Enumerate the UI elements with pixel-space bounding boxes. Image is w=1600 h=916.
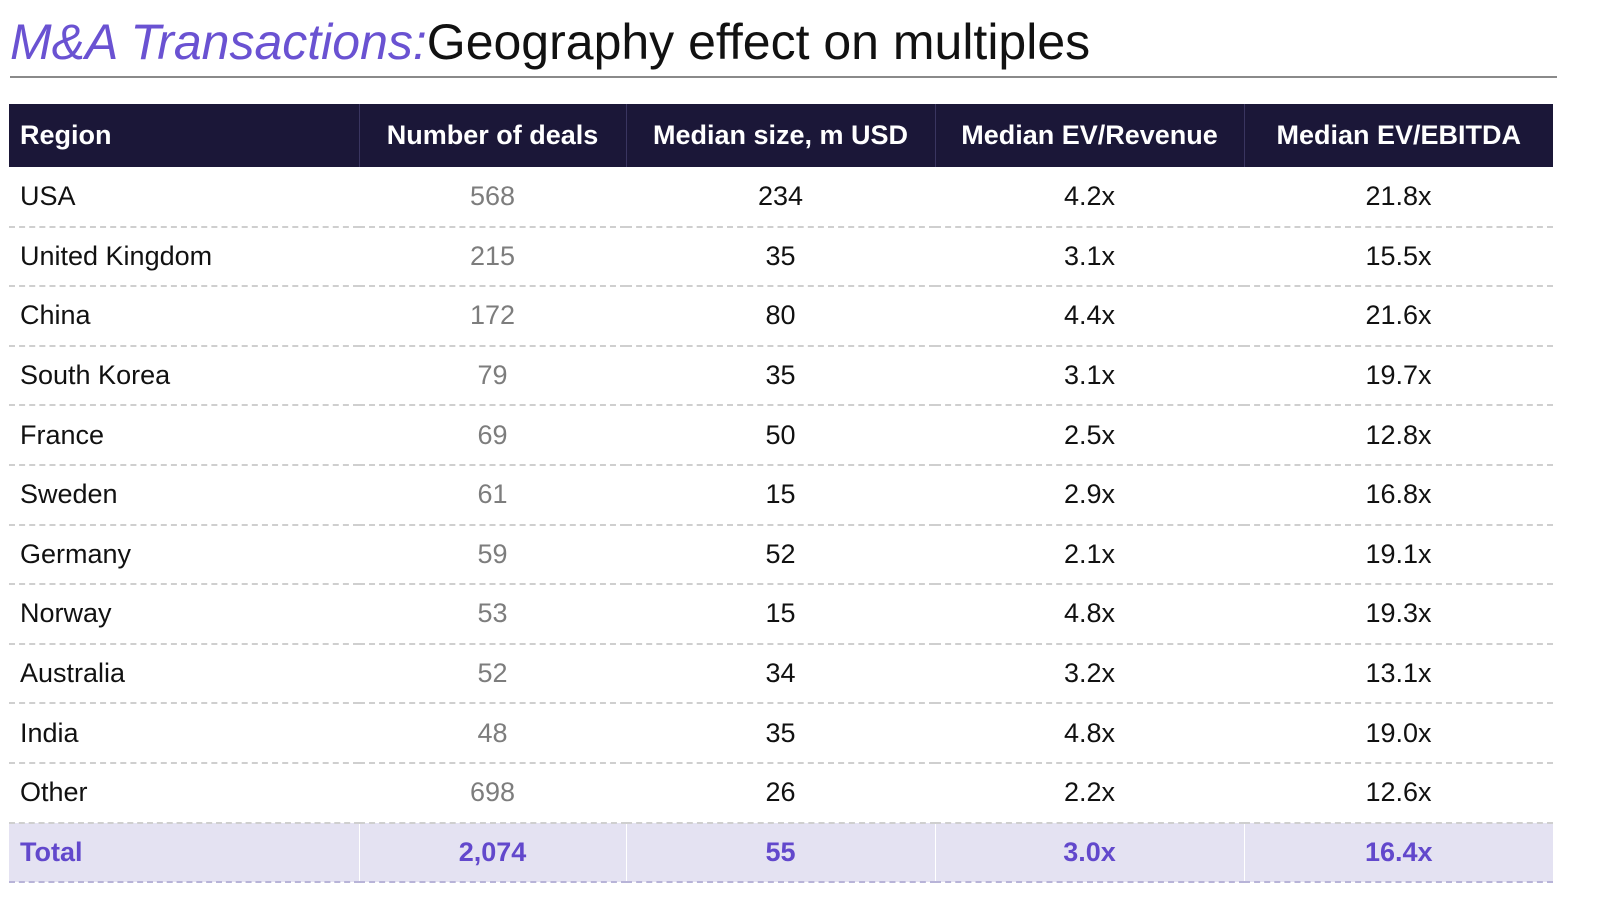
region-cell: Sweden [20, 479, 118, 510]
ev-revenue-cell: 3.1x [1063, 360, 1116, 391]
region-cell: Australia [20, 658, 126, 689]
total-median-size: 55 [625, 822, 935, 882]
median-size-cell: 35 [765, 240, 796, 271]
deals-cell: 215 [469, 240, 516, 271]
deals-cell: 61 [477, 479, 508, 510]
ev-revenue-cell: 2.9x [1063, 479, 1116, 510]
table-header-row: Region Number of deals Median size, m US… [9, 104, 1553, 167]
median-size-cell: 52 [765, 538, 796, 569]
median-size-cell: 34 [765, 658, 796, 689]
page-title: M&A Transactions:Geography effect on mul… [10, 12, 1090, 72]
deals-cell: 52 [477, 658, 508, 689]
ev-revenue-cell: 4.4x [1063, 300, 1116, 331]
deals-cell: 53 [477, 598, 508, 629]
ev-ebitda-cell: 13.1x [1365, 658, 1432, 689]
region-cell: United Kingdom [20, 240, 213, 271]
region-cell: Germany [20, 538, 132, 569]
region-cell: China [20, 300, 91, 331]
table-row: Sweden 61 15 2.9x 16.8x [9, 465, 1553, 525]
table-row: India 48 35 4.8x 19.0x [9, 703, 1553, 763]
region-cell: Norway [20, 598, 112, 629]
total-ev-ebitda: 16.4x [1243, 822, 1553, 882]
table-row: France 69 50 2.5x 12.8x [9, 405, 1553, 465]
ev-ebitda-cell: 19.3x [1365, 598, 1432, 629]
total-deals: 2,074 [358, 822, 626, 882]
transactions-table: Region Number of deals Median size, m US… [9, 104, 1553, 883]
table-row: USA 568 234 4.2x 21.8x [9, 167, 1553, 227]
column-header-median-ev-ebitda: Median EV/EBITDA [1243, 104, 1553, 167]
ev-revenue-cell: 4.8x [1063, 717, 1116, 748]
ev-ebitda-cell: 12.8x [1365, 419, 1432, 450]
region-cell: South Korea [20, 360, 171, 391]
table-row: Other 698 26 2.2x 12.6x [9, 763, 1553, 823]
ev-revenue-cell: 4.8x [1063, 598, 1116, 629]
region-cell: France [20, 419, 105, 450]
deals-cell: 59 [477, 538, 508, 569]
median-size-cell: 26 [765, 777, 796, 808]
median-size-cell: 15 [765, 479, 796, 510]
ev-ebitda-cell: 19.7x [1365, 360, 1432, 391]
column-header-median-ev-revenue: Median EV/Revenue [934, 104, 1244, 167]
region-cell: USA [20, 180, 76, 211]
table-row: Germany 59 52 2.1x 19.1x [9, 525, 1553, 585]
ev-ebitda-cell: 15.5x [1365, 240, 1432, 271]
table-row: Australia 52 34 3.2x 13.1x [9, 644, 1553, 704]
median-size-cell: 50 [765, 419, 796, 450]
deals-cell: 79 [477, 360, 508, 391]
ev-ebitda-cell: 19.0x [1365, 717, 1432, 748]
column-header-number-of-deals: Number of deals [358, 104, 626, 167]
deals-cell: 172 [469, 300, 516, 331]
table-row: China 172 80 4.4x 21.6x [9, 286, 1553, 346]
median-size-cell: 15 [765, 598, 796, 629]
ev-ebitda-cell: 19.1x [1365, 538, 1432, 569]
total-row: Total 2,074 55 3.0x 16.4x [9, 822, 1553, 882]
ev-revenue-cell: 4.2x [1063, 180, 1116, 211]
table-row: South Korea 79 35 3.1x 19.7x [9, 346, 1553, 406]
title-main: Geography effect on multiples [426, 14, 1091, 70]
table-row: United Kingdom 215 35 3.1x 15.5x [9, 227, 1553, 287]
ev-revenue-cell: 3.2x [1063, 658, 1116, 689]
ev-revenue-cell: 3.1x [1063, 240, 1116, 271]
median-size-cell: 35 [765, 360, 796, 391]
total-ev-revenue: 3.0x [934, 822, 1244, 882]
ev-ebitda-cell: 21.8x [1365, 180, 1432, 211]
total-label: Total [20, 836, 83, 867]
median-size-cell: 35 [765, 717, 796, 748]
deals-cell: 698 [469, 777, 516, 808]
region-cell: Other [20, 777, 88, 808]
ev-revenue-cell: 2.1x [1063, 538, 1116, 569]
ev-ebitda-cell: 16.8x [1365, 479, 1432, 510]
title-accent: M&A Transactions: [10, 14, 427, 70]
ev-revenue-cell: 2.2x [1063, 777, 1116, 808]
ev-revenue-cell: 2.5x [1063, 419, 1116, 450]
column-header-region: Region [20, 120, 112, 150]
title-divider [10, 76, 1557, 78]
region-cell: India [20, 717, 79, 748]
median-size-cell: 234 [757, 180, 804, 211]
table-row: Norway 53 15 4.8x 19.3x [9, 584, 1553, 644]
column-header-median-size: Median size, m USD [625, 104, 935, 167]
median-size-cell: 80 [765, 300, 796, 331]
deals-cell: 568 [469, 180, 516, 211]
ev-ebitda-cell: 21.6x [1365, 300, 1432, 331]
deals-cell: 69 [477, 419, 508, 450]
ev-ebitda-cell: 12.6x [1365, 777, 1432, 808]
deals-cell: 48 [477, 717, 508, 748]
